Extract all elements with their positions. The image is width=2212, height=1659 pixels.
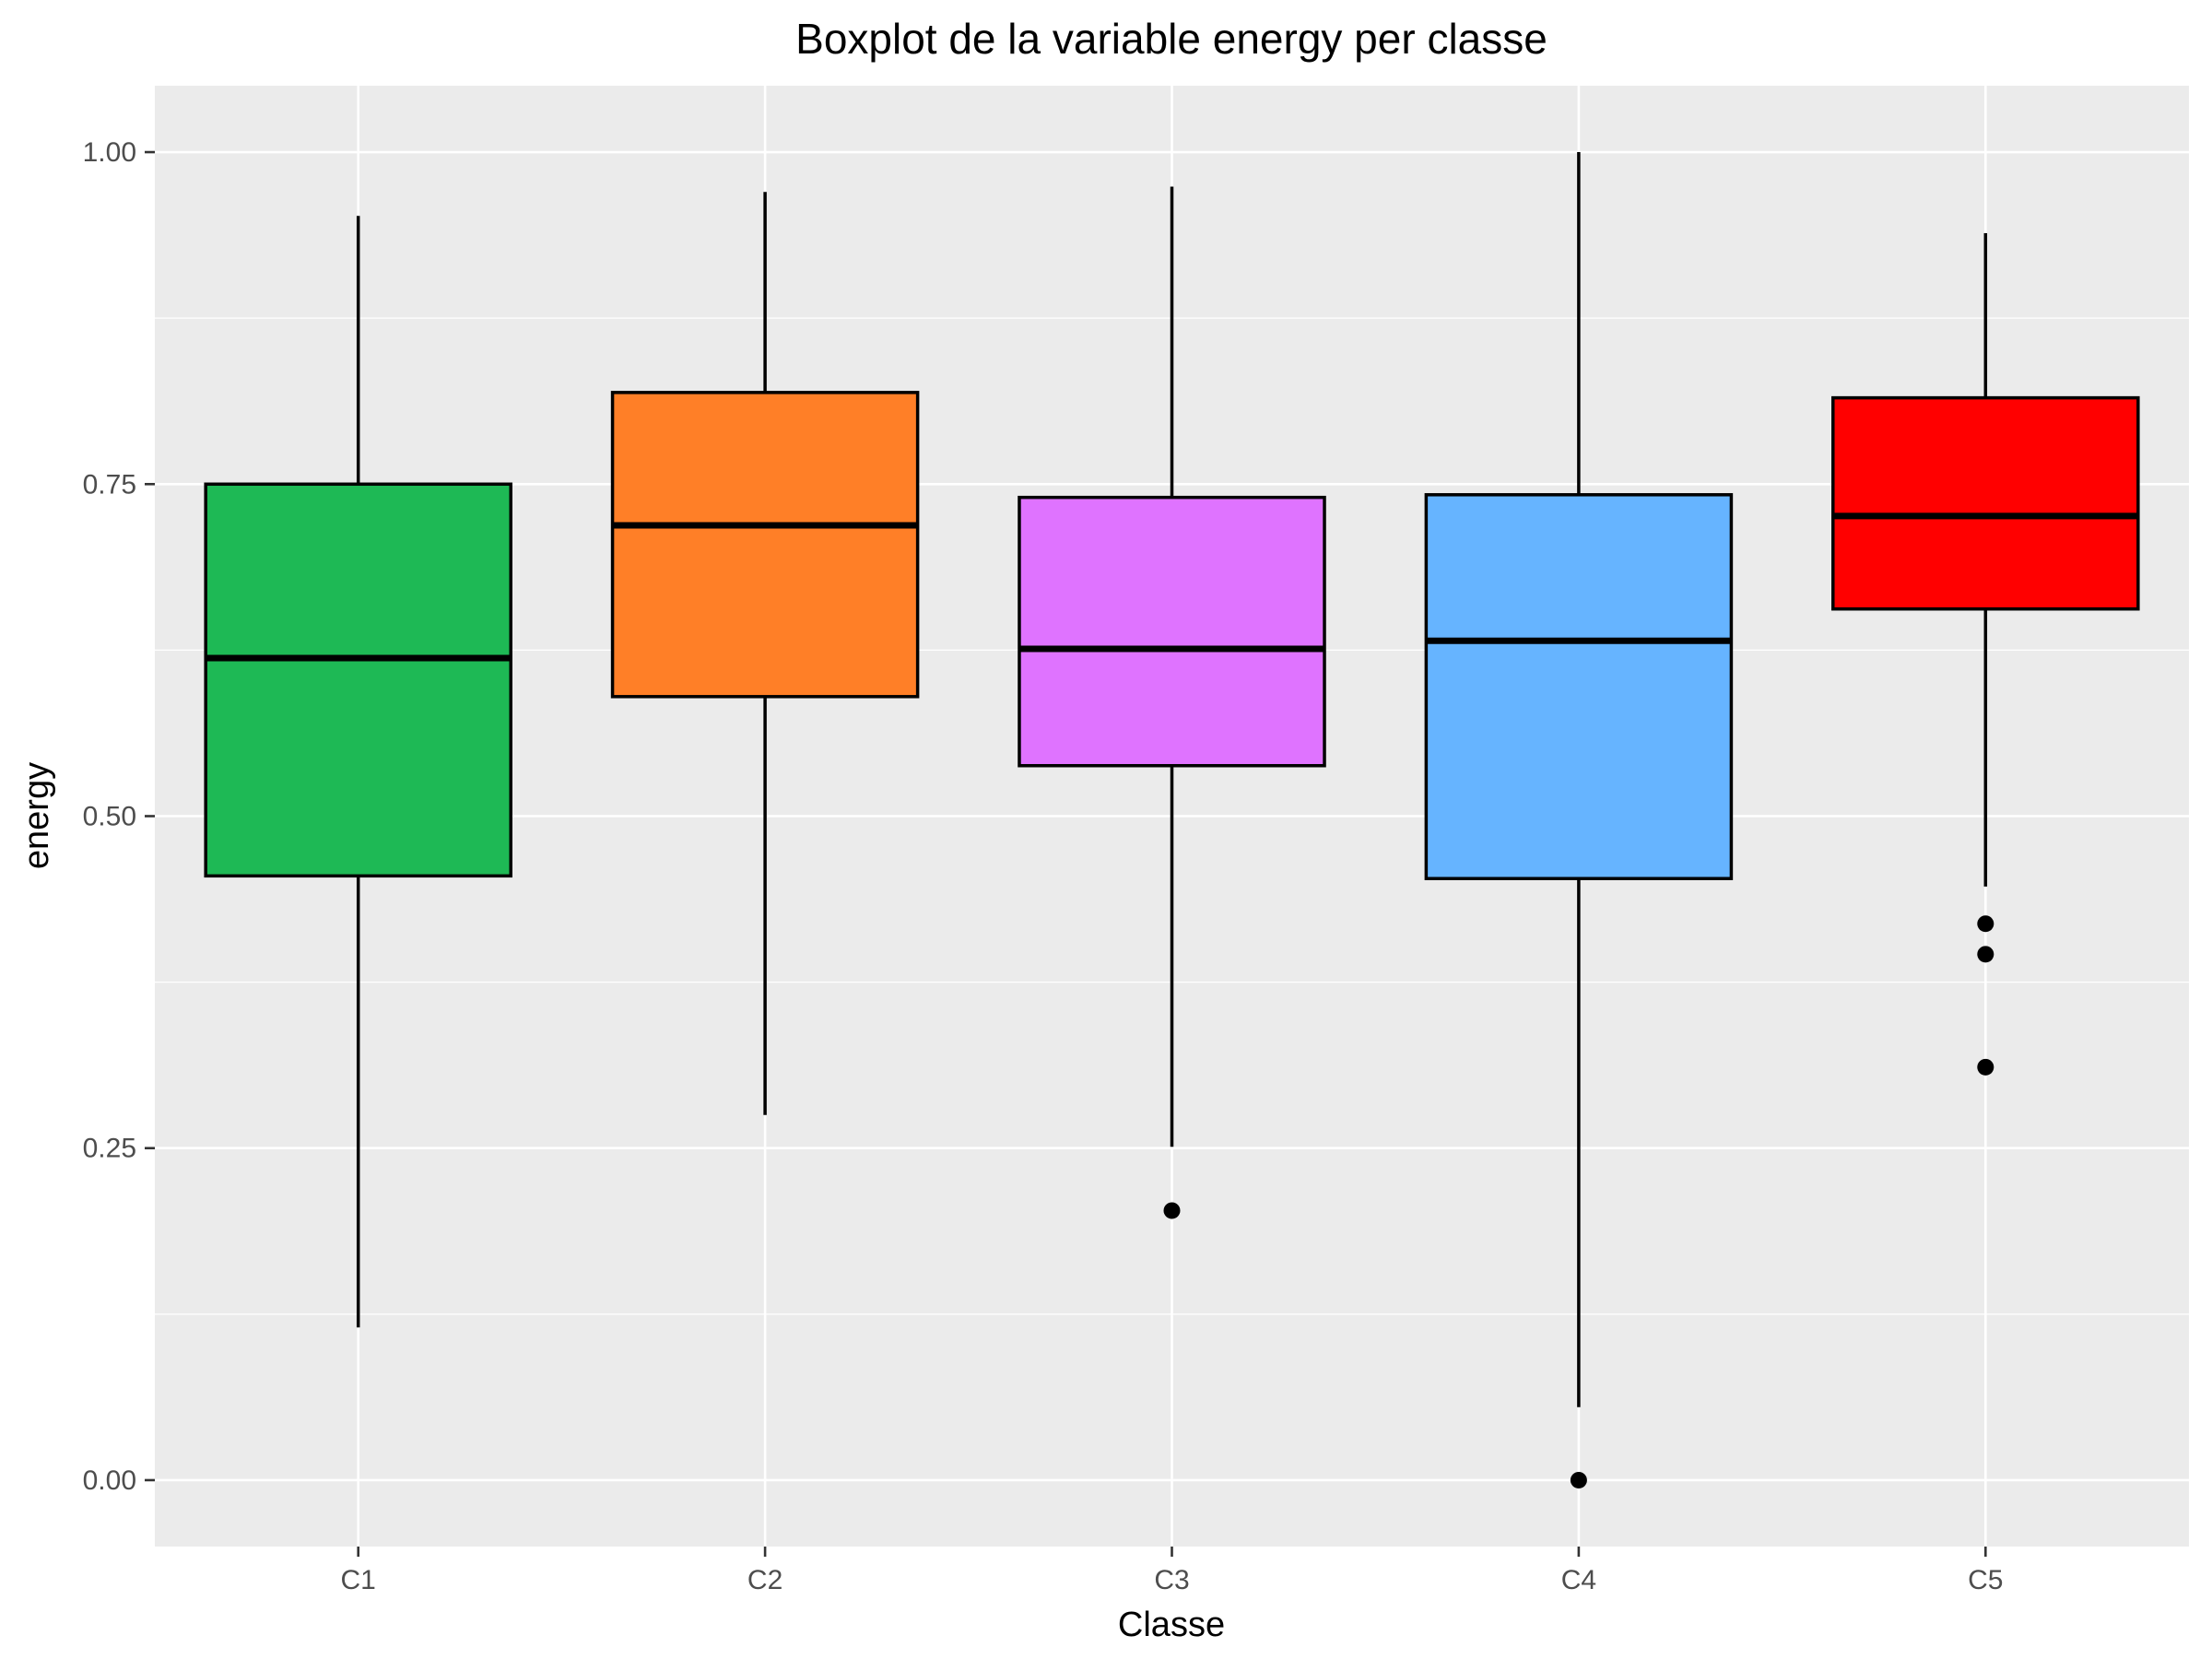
- boxes-layer: [204, 152, 2140, 1488]
- box-iqr: [1018, 495, 1326, 768]
- outlier-point: [1570, 1471, 1587, 1488]
- outlier-point: [1163, 1202, 1181, 1219]
- box-c5: [1831, 232, 2140, 1076]
- box-c3: [1018, 186, 1326, 1219]
- box-iqr: [204, 482, 512, 878]
- outlier-point: [1977, 915, 1994, 933]
- x-tick-label: C2: [747, 1565, 782, 1595]
- y-tick-label: 0.00: [83, 1465, 136, 1496]
- outlier-point: [1977, 1058, 1994, 1076]
- box-iqr: [1424, 493, 1734, 880]
- y-axis-title: energy: [18, 762, 56, 869]
- y-tick-label: 0.50: [83, 802, 136, 832]
- x-tick-label: C4: [1561, 1565, 1596, 1595]
- y-axis-ticks: 0.00 0.25 0.50 0.75 1.00: [83, 137, 155, 1496]
- x-tick-label: C3: [1154, 1565, 1189, 1595]
- outlier-point: [1977, 946, 1994, 963]
- box-c1: [204, 216, 512, 1328]
- y-tick-label: 0.25: [83, 1134, 136, 1164]
- x-axis-title: Classe: [1118, 1606, 1225, 1644]
- x-tick-label: C5: [1968, 1565, 2003, 1595]
- y-tick-label: 0.75: [83, 469, 136, 500]
- chart-title: Boxplot de la variable energy per classe: [795, 15, 1547, 63]
- y-tick-label: 1.00: [83, 137, 136, 168]
- box-c4: [1424, 152, 1734, 1488]
- x-axis-ticks: C1 C2 C3 C4 C5: [341, 1547, 2003, 1595]
- box-c2: [610, 192, 920, 1115]
- box-iqr: [1831, 395, 2140, 611]
- x-tick-label: C1: [341, 1565, 376, 1595]
- box-iqr: [610, 391, 920, 699]
